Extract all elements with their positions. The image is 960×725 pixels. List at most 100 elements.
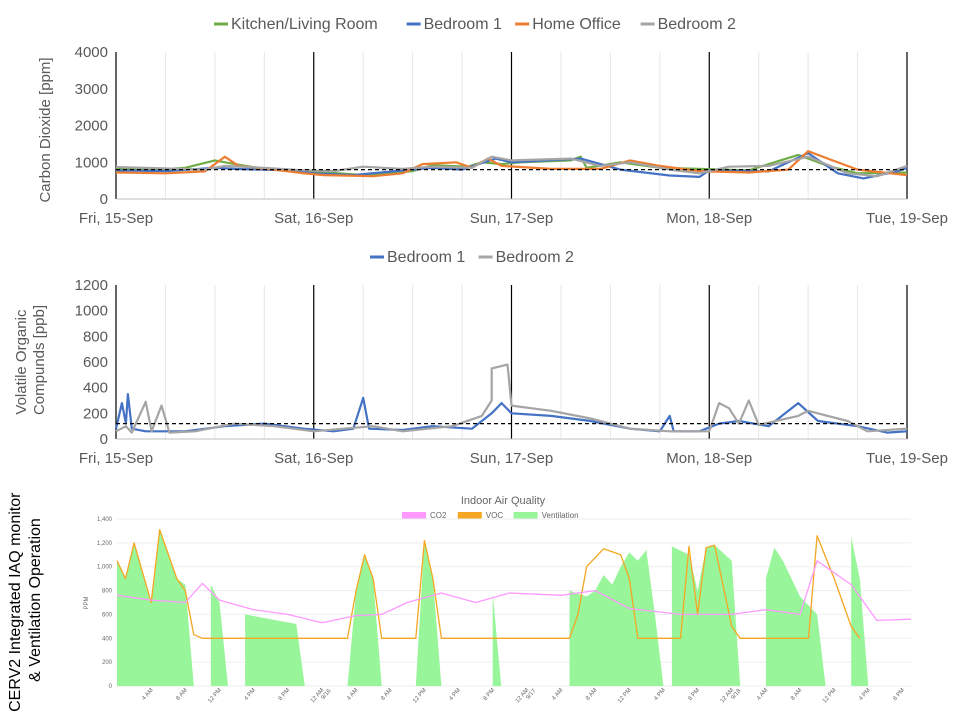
iaq-x-tick-label: 12 PM [207,687,223,704]
cerv2-side-label: CERV2 Integrated IAQ monitor & Ventilati… [7,488,44,712]
iaq-x-tick: 4 PM [448,687,462,702]
x-tick-label: Mon, 18-Sep [666,210,752,227]
side-label-line1: CERV2 Integrated IAQ monitor [7,492,24,712]
iaq-x-tick: 8 AM [380,687,393,701]
iaq-x-tick-label: 8 PM [688,687,702,702]
iaq-legend-label-co2: CO2 [430,511,447,520]
x-tick-label: Sat, 16-Sep [274,450,353,467]
y-tick-label: 800 [83,328,108,345]
voc-gridlines [115,285,908,440]
iaq-x-tick: 12 AM9/16 [310,687,333,704]
iaq-legend-label-voc: VOC [486,511,504,520]
iaq-x-tick: 4 PM [653,687,667,702]
iaq-y-tick-label: 1,200 [97,541,113,547]
co2-chart: Kitchen/Living Room Bedroom 1 Home Office B… [37,16,948,227]
iaq-x-tick-label: 8 AM [585,687,598,701]
iaq-y-tick-label: 400 [102,636,113,642]
iaq-x-tick: 12 PM [207,687,223,704]
y-tick-label: 0 [100,431,108,448]
iaq-legend-swatch-voc [457,512,482,519]
iaq-x-tick-label: 8 AM [790,687,803,701]
y-tick-label: 4000 [75,44,108,61]
voc-x-ticks: Fri, 15-Sep Sat, 16-Sep Sun, 17-Sep Mon, 18… [79,450,948,467]
series-line-bedroom-2 [115,363,908,434]
y-tick-label: 2000 [75,118,108,135]
iaq-x-tick: 12 PM [822,687,838,704]
iaq-x-tick: 12 AM9/18 [720,687,743,704]
co2-series [115,150,908,180]
iaq-x-tick: 4 AM [756,687,769,701]
series-line-bedroom-1 [114,393,908,434]
y-tick-label: 3000 [75,81,108,98]
co2-legend: Kitchen/Living Room Bedroom 1 Home Office B… [214,16,736,33]
y-tick-label: 1000 [75,303,108,320]
iaq-series [116,529,912,686]
iaq-x-tick-label: 4 PM [244,687,258,702]
series-line-bedroom-2 [115,155,908,178]
x-tick-label: Mon, 18-Sep [666,450,752,467]
iaq-x-tick: 4 AM [346,687,359,701]
iaq-x-tick-label: 8 AM [380,687,393,701]
iaq-x-tick: 4 AM [141,687,154,701]
iaq-x-tick-label: 4 AM [551,687,564,701]
co2-y-axis-label: Carbon Dioxide [ppm] [37,57,54,202]
iaq-x-tick: 8 PM [892,687,906,702]
legend-label-bedroom-2: Bedroom 2 [658,16,736,33]
iaq-x-tick-label: 8 PM [892,687,906,702]
iaq-x-tick-label: 8 PM [483,687,497,702]
iaq-chart: Indoor Air Quality CO2 VOC Ventilation 0 20… [84,495,912,705]
x-tick-label: Sun, 17-Sep [470,210,553,227]
y-tick-label: 200 [83,405,108,422]
iaq-x-tick: 12 AM9/17 [515,687,538,704]
x-tick-label: Tue, 19-Sep [866,450,948,467]
legend-label-home-office: Home Office [532,16,621,33]
iaq-x-tick-label: 12 PM [617,687,633,704]
voc-y-axis-label-line2: Compunds [ppb] [31,305,48,415]
voc-chart: Bedroom 1 Bedroom 2 0 200 400 600 800 1000 1200… [13,249,948,467]
x-tick-label: Sat, 16-Sep [274,210,353,227]
iaq-x-tick: 12 PM [617,687,633,704]
iaq-y-tick-label: 1,400 [97,517,113,523]
y-tick-label: 0 [100,191,108,208]
iaq-x-tick-label: 8 AM [175,687,188,701]
x-tick-label: Tue, 19-Sep [866,210,948,227]
iaq-y-tick-label: 600 [102,612,113,618]
iaq-y-axis-label: PPM [84,596,90,609]
y-tick-label: 1000 [75,154,108,171]
series-area-ventilation [117,529,869,686]
iaq-chart-title: Indoor Air Quality [461,495,546,507]
voc-legend: Bedroom 1 Bedroom 2 [370,249,574,266]
iaq-y-tick-label: 200 [102,660,113,666]
iaq-x-tick-label: 4 PM [858,687,872,702]
iaq-legend-swatch-co2 [402,512,426,519]
iaq-x-tick: 4 PM [858,687,872,702]
side-label-line2: & Ventilation Operation [27,518,44,682]
legend-label-bedroom-2: Bedroom 2 [496,249,574,266]
iaq-legend-label-ventilation: Ventilation [542,511,579,520]
y-tick-label: 600 [83,354,108,371]
iaq-y-ticks: 0 200 400 600 800 1,000 1,200 1,400 [97,517,113,690]
iaq-x-tick: 8 AM [790,687,803,701]
x-tick-label: Fri, 15-Sep [79,210,153,227]
iaq-x-tick: 8 PM [483,687,497,702]
series-line-co2 [116,560,912,624]
iaq-x-tick-label: 4 AM [756,687,769,701]
iaq-legend-swatch-ventilation [513,512,538,519]
iaq-y-tick-label: 0 [109,684,113,690]
iaq-x-tick: 12 PM [412,687,428,704]
iaq-x-tick-label: 12 PM [822,687,838,704]
voc-y-axis-label-line1: Volatile Organic [13,309,30,415]
iaq-x-tick-label: 4 PM [448,687,462,702]
co2-gridlines [115,52,908,200]
iaq-x-tick: 8 PM [688,687,702,702]
voc-series [114,363,908,434]
iaq-y-tick-label: 1,000 [97,565,113,571]
iaq-x-tick: 8 AM [585,687,598,701]
co2-y-ticks: 0 1000 2000 3000 4000 [75,44,108,208]
iaq-x-tick: 8 AM [175,687,188,701]
voc-y-ticks: 0 200 400 600 800 1000 1200 [75,277,108,448]
iaq-x-tick: 4 PM [244,687,258,702]
series-line-voc [116,529,861,639]
iaq-x-ticks: 4 AM 8 AM 12 PM 4 PM 8 PM 12 AM9/16 4 AM 8 AM 12… [141,687,906,704]
iaq-x-tick-label: 4 PM [653,687,667,702]
